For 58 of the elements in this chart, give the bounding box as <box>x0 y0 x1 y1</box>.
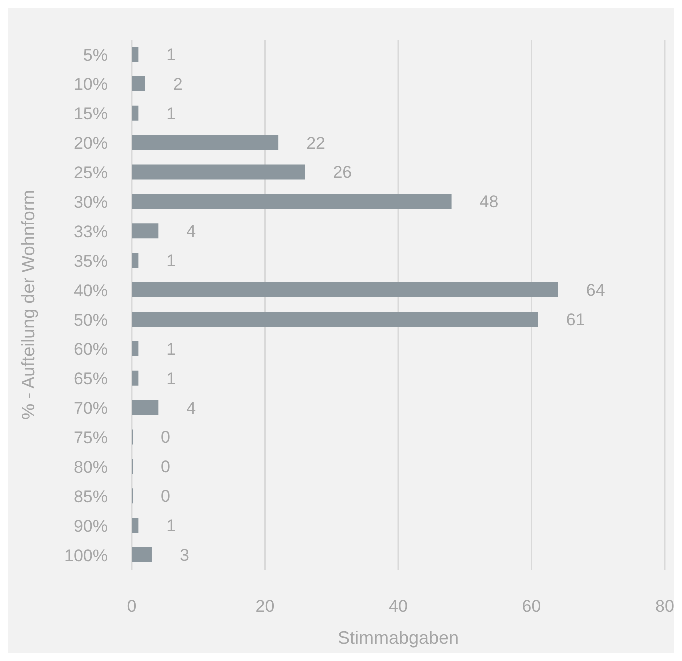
bar <box>132 341 139 356</box>
y-tick-label: 15% <box>74 104 108 124</box>
data-label: 1 <box>166 45 176 64</box>
bar <box>132 224 159 239</box>
y-tick-label: 75% <box>74 428 108 448</box>
bar <box>132 164 306 180</box>
y-tick-label: 5% <box>83 46 108 65</box>
data-label: 26 <box>333 163 352 182</box>
y-tick-label: 100% <box>64 546 108 566</box>
y-tick-label: 70% <box>74 399 108 418</box>
y-tick-label: 20% <box>74 134 108 154</box>
bar <box>132 47 139 62</box>
x-tick-label: 40 <box>389 597 408 616</box>
y-tick-label: 65% <box>74 370 108 389</box>
x-tick-label: 80 <box>656 597 674 616</box>
data-label: 1 <box>166 104 176 124</box>
bar <box>132 548 152 563</box>
bar <box>132 370 139 386</box>
data-label: 1 <box>166 252 176 271</box>
bar <box>132 312 538 327</box>
data-label: 1 <box>166 369 176 388</box>
bar <box>132 135 279 150</box>
y-tick-label: 30% <box>74 192 108 212</box>
data-label: 3 <box>180 546 190 566</box>
bar <box>132 518 139 534</box>
y-tick-label: 25% <box>74 164 108 183</box>
y-tick-label: 10% <box>74 75 108 94</box>
data-label: 48 <box>480 192 499 212</box>
x-tick-label: 0 <box>127 597 137 616</box>
data-label: 22 <box>306 134 326 153</box>
x-tick-label: 20 <box>256 597 275 616</box>
data-label: 61 <box>566 310 586 330</box>
bar <box>132 253 139 268</box>
data-label: 0 <box>161 487 170 506</box>
data-label: 1 <box>166 516 176 536</box>
data-label: 64 <box>586 281 606 300</box>
y-axis-title: % - Aufteilung der Wohnform <box>18 190 38 420</box>
x-tick-label: 60 <box>522 597 542 616</box>
bar <box>132 194 452 210</box>
y-tick-label: 80% <box>74 458 108 477</box>
bar <box>132 106 139 121</box>
data-label: 0 <box>161 458 170 477</box>
data-label: 1 <box>166 340 176 359</box>
data-label: 2 <box>173 74 183 94</box>
bar <box>132 400 159 416</box>
y-tick-label: 85% <box>74 487 108 506</box>
bar <box>132 282 558 298</box>
x-axis-title: Stimmabgaben <box>338 628 460 648</box>
y-tick-label: 35% <box>74 252 108 271</box>
data-label: 0 <box>161 428 170 448</box>
data-label: 4 <box>186 222 196 242</box>
bar <box>132 76 146 92</box>
y-tick-label: 60% <box>74 340 108 360</box>
data-label: 4 <box>186 398 196 418</box>
y-tick-label: 50% <box>74 310 108 330</box>
y-tick-label: 90% <box>74 516 108 536</box>
y-tick-label: 40% <box>74 281 108 300</box>
y-tick-label: 33% <box>74 222 108 242</box>
